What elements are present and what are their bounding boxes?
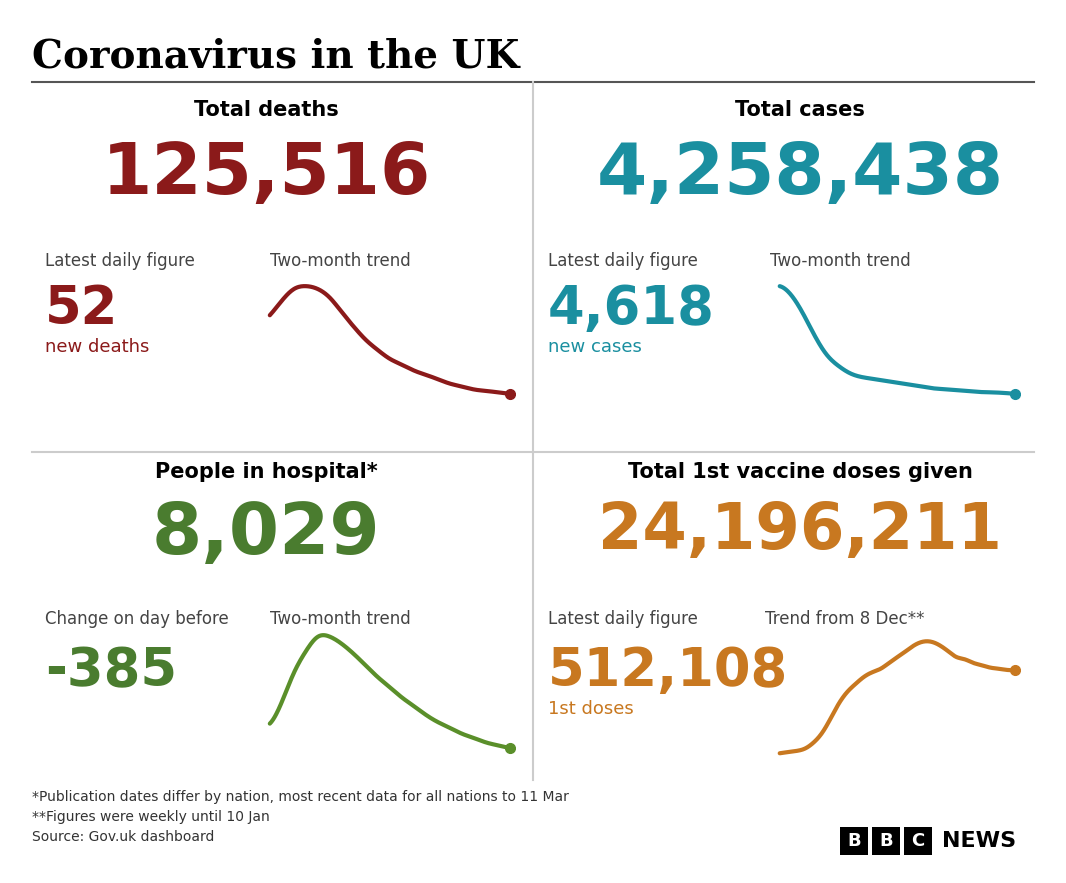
- Text: Two-month trend: Two-month trend: [270, 252, 410, 270]
- Text: Total cases: Total cases: [736, 100, 865, 120]
- Text: NEWS: NEWS: [942, 831, 1016, 851]
- Text: **Figures were weekly until 10 Jan: **Figures were weekly until 10 Jan: [32, 810, 270, 824]
- Text: 4,618: 4,618: [548, 283, 715, 335]
- Text: Coronavirus in the UK: Coronavirus in the UK: [32, 38, 519, 76]
- Text: B: B: [879, 832, 893, 850]
- Text: Total deaths: Total deaths: [194, 100, 338, 120]
- Text: 52: 52: [45, 283, 118, 335]
- FancyBboxPatch shape: [872, 827, 900, 855]
- FancyBboxPatch shape: [840, 827, 868, 855]
- Text: 512,108: 512,108: [548, 645, 788, 697]
- Text: new deaths: new deaths: [45, 338, 149, 356]
- Text: 8,029: 8,029: [151, 500, 381, 569]
- Text: Source: Gov.uk dashboard: Source: Gov.uk dashboard: [32, 830, 214, 844]
- Text: new cases: new cases: [548, 338, 642, 356]
- Text: Latest daily figure: Latest daily figure: [548, 252, 698, 270]
- Text: Two-month trend: Two-month trend: [270, 610, 410, 628]
- Text: 24,196,211: 24,196,211: [598, 500, 1002, 562]
- Text: 125,516: 125,516: [101, 140, 431, 209]
- Text: B: B: [847, 832, 861, 850]
- Text: *Publication dates differ by nation, most recent data for all nations to 11 Mar: *Publication dates differ by nation, mos…: [32, 790, 569, 804]
- Text: Two-month trend: Two-month trend: [770, 252, 910, 270]
- Text: Total 1st vaccine doses given: Total 1st vaccine doses given: [628, 462, 972, 482]
- Text: 1st doses: 1st doses: [548, 700, 634, 718]
- FancyBboxPatch shape: [904, 827, 932, 855]
- Text: Latest daily figure: Latest daily figure: [548, 610, 698, 628]
- Text: Latest daily figure: Latest daily figure: [45, 252, 195, 270]
- Text: 4,258,438: 4,258,438: [597, 140, 1003, 209]
- Text: -385: -385: [45, 645, 177, 697]
- Text: Trend from 8 Dec**: Trend from 8 Dec**: [765, 610, 924, 628]
- Text: Change on day before: Change on day before: [45, 610, 229, 628]
- Text: People in hospital*: People in hospital*: [155, 462, 377, 482]
- Text: C: C: [911, 832, 924, 850]
